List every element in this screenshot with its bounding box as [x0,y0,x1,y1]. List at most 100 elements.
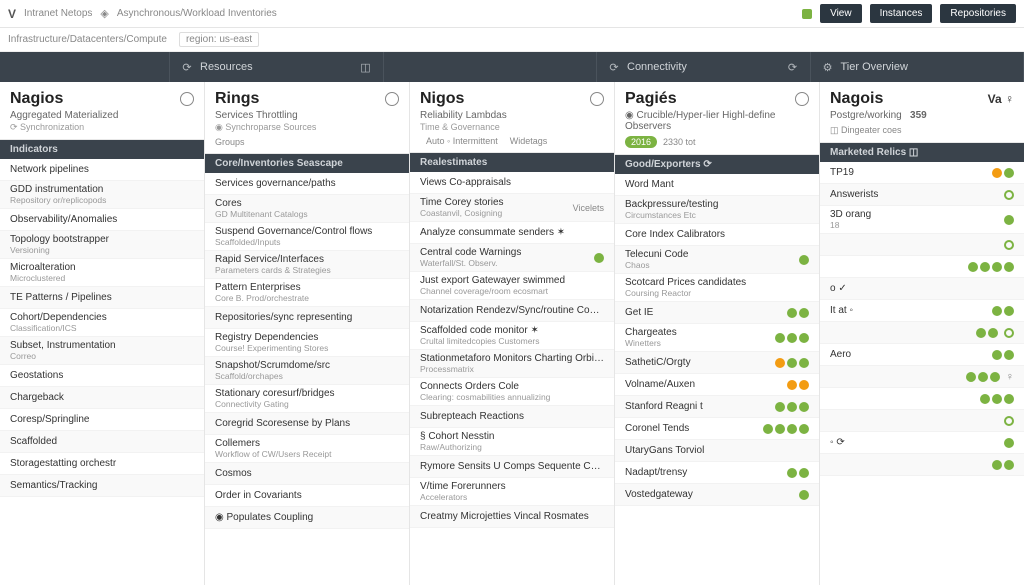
repositories-button[interactable]: Repositories [940,4,1016,23]
table-row[interactable]: GDD instrumentationRepository or/replico… [0,181,204,209]
table-row[interactable]: SathetiC/Orgty [615,352,819,374]
table-row[interactable]: Stationary coresurf/bridgesConnectivity … [205,385,409,413]
table-row[interactable]: Just export Gatewayer swimmedChannel cov… [410,272,614,300]
table-row[interactable]: Aero [820,344,1024,366]
tab-label: Connectivity [627,61,687,73]
table-row[interactable]: Stationmetaforo Monitors Charting Orbits… [410,350,614,378]
table-row[interactable]: Pattern EnterprisesCore B. Prod/orchestr… [205,279,409,307]
table-row[interactable]: Scaffolded code monitor ✶Crultal limited… [410,322,614,350]
table-row[interactable]: Stanford Reagni t [615,396,819,418]
tab-1[interactable] [384,52,598,82]
table-row[interactable]: Coronel Tends [615,418,819,440]
panel-title-icon[interactable] [590,92,604,106]
table-row[interactable]: Get IE [615,302,819,324]
table-row[interactable]: TE Patterns / Pipelines [0,287,204,309]
table-row[interactable]: Network pipelines [0,159,204,181]
table-row[interactable]: Backpressure/testingCircumstances Etc [615,196,819,224]
row-sublabel: Scaffolded/Inputs [215,237,399,247]
row-sublabel: Clearing: cosmabilities annualizing [420,392,604,402]
dot-icon [799,333,809,343]
table-row[interactable]: TP19 [820,162,1024,184]
row-label: Stationary coresurf/bridges [215,388,399,399]
row-label: Repositories/sync representing [215,312,399,323]
table-row[interactable]: V/time ForerunnersAccelerators [410,478,614,506]
table-row[interactable] [820,388,1024,410]
table-row[interactable]: Nadapt/trensy [615,462,819,484]
table-row[interactable]: Creatmy Microjetties Vincal Rosmates [410,506,614,528]
instances-button[interactable]: Instances [870,4,933,23]
dot-icon [978,372,988,382]
table-row[interactable]: 3D orang18 [820,206,1024,234]
table-row[interactable]: Vostedgateway [615,484,819,506]
table-row[interactable]: Connects Orders ColeClearing: cosmabilit… [410,378,614,406]
table-row[interactable]: Registry DependenciesCourse! Experimenti… [205,329,409,357]
table-row[interactable] [820,410,1024,432]
tab-2[interactable]: ⟳Connectivity⟳ [597,52,811,82]
table-row[interactable]: § Cohort NesstinRaw/Authorizing [410,428,614,456]
table-row[interactable]: CoresGD Multitenant Catalogs [205,195,409,223]
status-indicator-icon [802,9,812,19]
table-row[interactable]: CollemersWorkflow of CW/Users Receipt [205,435,409,463]
dot-icon [1004,438,1014,448]
panel-title-icon[interactable] [385,92,399,106]
table-row[interactable]: Analyze consummate senders ✶ [410,222,614,244]
table-row[interactable]: Geostations [0,365,204,387]
table-row[interactable]: Coresp/Springline [0,409,204,431]
table-row[interactable]: Views Co-appraisals [410,172,614,194]
table-row[interactable]: Observability/Anomalies [0,209,204,231]
table-row[interactable]: Services governance/paths [205,173,409,195]
table-row[interactable]: Subrepteach Reactions [410,406,614,428]
tab-3[interactable]: ⚙Tier Overview [811,52,1024,82]
table-row[interactable]: Subset, InstrumentationCorreo [0,337,204,365]
region-tag[interactable]: region: us-east [179,32,259,47]
table-row[interactable]: o ✓ [820,278,1024,300]
table-row[interactable]: Suspend Governance/Control flowsScaffold… [205,223,409,251]
table-row[interactable]: Order in Covariants [205,485,409,507]
table-row[interactable]: Rapid Service/InterfacesParameters cards… [205,251,409,279]
dot-icon [787,308,797,318]
table-row[interactable]: Chargeback [0,387,204,409]
table-row[interactable]: UtaryGans Torviol [615,440,819,462]
table-row[interactable]: Semantics/Tracking [0,475,204,497]
table-row[interactable]: Core Index Calibrators [615,224,819,246]
table-row[interactable] [820,322,1024,344]
table-row[interactable]: Time Corey storiesCoastanvil, CosigningV… [410,194,614,222]
table-row[interactable]: Scaffolded [0,431,204,453]
table-row[interactable]: MicroalterationMicroclustered [0,259,204,287]
table-row[interactable]: ChargeatesWinetters [615,324,819,352]
breadcrumb-path[interactable]: Infrastructure/Datacenters/Compute [8,34,167,45]
table-row[interactable]: Cohort/DependenciesClassification/ICS [0,309,204,337]
row-label: Get IE [625,307,781,318]
table-row[interactable]: ♀ [820,366,1024,388]
panel-title-icon[interactable] [180,92,194,106]
dot-icon [799,424,809,434]
tab-0[interactable]: ⟳Resources◫ [170,52,384,82]
dot-icon [976,328,986,338]
table-row[interactable] [820,234,1024,256]
dot-icon [992,394,1002,404]
table-row[interactable]: Telecuni CodeChaos [615,246,819,274]
row-label: Scotcard Prices candidates [625,277,809,288]
table-row[interactable]: Repositories/sync representing [205,307,409,329]
panel-title-icon[interactable] [795,92,809,106]
table-row[interactable]: Snapshot/Scrumdome/srcScaffold/orchapes [205,357,409,385]
table-row[interactable]: Answerists [820,184,1024,206]
table-row[interactable]: Word Mant [615,174,819,196]
table-row[interactable]: Volname/Auxen [615,374,819,396]
table-row[interactable]: Cosmos [205,463,409,485]
table-row[interactable]: Notarization Rendezv/Sync/routine Cosmat… [410,300,614,322]
row-label: Services governance/paths [215,178,399,189]
table-row[interactable] [820,454,1024,476]
table-row[interactable]: Storagestatting orchestr [0,453,204,475]
table-row[interactable]: Central code WarningsWaterfall/St. Obser… [410,244,614,272]
table-row[interactable]: Topology bootstrapperVersioning [0,231,204,259]
table-row[interactable]: Scotcard Prices candidatesCoursing React… [615,274,819,302]
table-row[interactable]: It at ◦ [820,300,1024,322]
table-row[interactable]: ◦ ⟳ [820,432,1024,454]
table-row[interactable]: Rymore Sensits U Comps Sequente Cosperat… [410,456,614,478]
tab-spacer [0,52,170,82]
table-row[interactable] [820,256,1024,278]
table-row[interactable]: Coregrid Scoresense by Plans [205,413,409,435]
table-row[interactable]: ◉ Populates Coupling [205,507,409,529]
view-button[interactable]: View [820,4,862,23]
